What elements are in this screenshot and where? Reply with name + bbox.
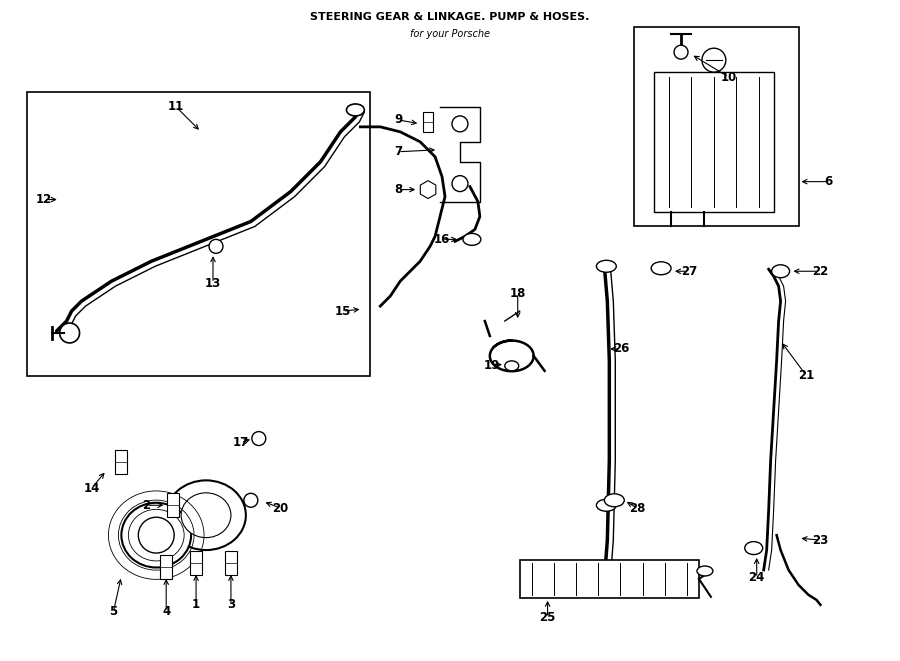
Ellipse shape [597, 499, 617, 511]
Bar [519, 560, 699, 598]
Text: 6: 6 [824, 175, 832, 188]
Text: 17: 17 [233, 436, 249, 449]
Circle shape [452, 116, 468, 132]
Text: 7: 7 [394, 145, 402, 158]
Ellipse shape [181, 493, 231, 537]
Ellipse shape [771, 265, 789, 278]
Ellipse shape [745, 541, 762, 555]
Ellipse shape [346, 104, 364, 116]
Circle shape [209, 239, 223, 253]
Text: 26: 26 [613, 342, 629, 356]
Bar [654, 72, 774, 212]
Text: 28: 28 [629, 502, 645, 515]
Bar [634, 27, 798, 227]
Ellipse shape [122, 503, 191, 568]
Text: 5: 5 [109, 605, 118, 618]
Text: 1: 1 [192, 598, 200, 611]
Text: 24: 24 [749, 572, 765, 584]
Ellipse shape [505, 361, 518, 371]
Circle shape [244, 493, 257, 507]
Text: 27: 27 [681, 265, 698, 278]
Bar [27, 92, 370, 376]
Ellipse shape [597, 260, 617, 272]
Bar [423, 112, 433, 132]
Circle shape [452, 176, 468, 192]
Bar [160, 555, 172, 579]
Text: 21: 21 [798, 369, 814, 382]
Text: 25: 25 [539, 611, 556, 624]
Text: 22: 22 [813, 265, 829, 278]
Text: 16: 16 [434, 233, 450, 246]
Circle shape [702, 48, 725, 72]
Text: 18: 18 [509, 287, 526, 299]
Text: for your Porsche: for your Porsche [410, 29, 490, 39]
Text: 4: 4 [162, 605, 170, 618]
Circle shape [139, 517, 175, 553]
Text: 20: 20 [273, 502, 289, 515]
Text: 13: 13 [205, 277, 221, 290]
Text: 10: 10 [721, 71, 737, 83]
Ellipse shape [652, 262, 671, 275]
Bar [115, 451, 128, 475]
Ellipse shape [697, 566, 713, 576]
Circle shape [674, 45, 688, 59]
Text: 12: 12 [36, 193, 52, 206]
Bar [190, 551, 202, 575]
Text: 15: 15 [334, 305, 351, 317]
Text: 2: 2 [142, 499, 150, 512]
Ellipse shape [463, 233, 481, 245]
Circle shape [252, 432, 266, 446]
Circle shape [59, 323, 79, 343]
Bar [225, 551, 237, 575]
Text: 11: 11 [168, 100, 184, 114]
Ellipse shape [604, 494, 625, 507]
Text: 8: 8 [394, 183, 402, 196]
Text: 9: 9 [394, 114, 402, 126]
Text: 19: 19 [483, 360, 500, 372]
Text: STEERING GEAR & LINKAGE. PUMP & HOSES.: STEERING GEAR & LINKAGE. PUMP & HOSES. [310, 13, 590, 22]
Bar [167, 493, 179, 517]
Polygon shape [440, 107, 480, 202]
Text: 14: 14 [84, 482, 100, 495]
Text: 23: 23 [813, 533, 829, 547]
Text: 3: 3 [227, 598, 235, 611]
Ellipse shape [166, 481, 246, 550]
